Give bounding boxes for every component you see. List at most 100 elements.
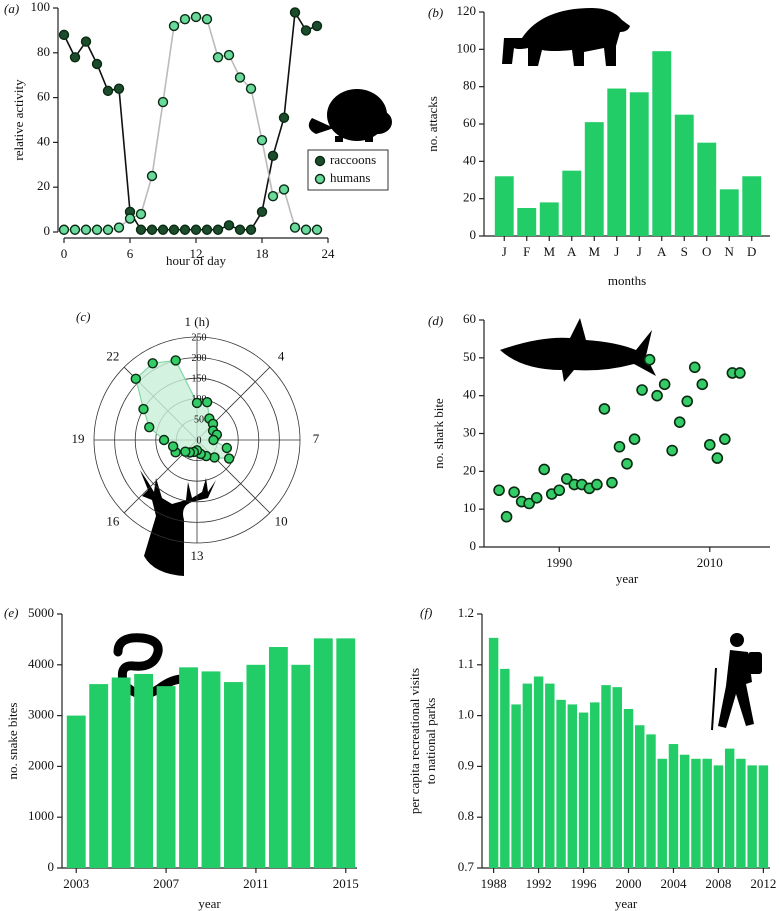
point: [212, 52, 224, 63]
bar: [533, 676, 544, 868]
bar: [612, 687, 622, 868]
x-tick-label: 2011: [243, 876, 269, 891]
bar: [646, 734, 656, 868]
radial-tick-label: 250: [192, 332, 207, 343]
x-tick-label: 1996: [571, 876, 598, 891]
bar: [652, 51, 672, 237]
point: [256, 206, 268, 218]
bar: [494, 176, 514, 236]
point: [69, 52, 81, 63]
point: [157, 224, 169, 235]
point: [191, 397, 203, 409]
x-tick-label: 0: [61, 246, 68, 261]
angle-label: 1 (h): [185, 314, 210, 329]
bar: [691, 758, 701, 868]
x-axis-label: year: [616, 571, 639, 586]
point: [267, 190, 279, 202]
y-tick-label: 30: [463, 424, 476, 439]
y-axis-label: per capita recreational visits: [407, 668, 422, 814]
point: [628, 433, 641, 445]
y-tick-label: 20: [37, 178, 50, 193]
y-tick-label: 60: [463, 115, 476, 130]
bar: [713, 765, 724, 868]
y-tick-label: 20: [463, 462, 476, 477]
point: [179, 224, 191, 235]
bar: [584, 122, 604, 236]
point: [300, 25, 312, 36]
point: [245, 83, 257, 94]
point: [666, 444, 678, 457]
shark-icon: [500, 318, 656, 382]
point: [560, 473, 573, 485]
point: [138, 403, 149, 415]
x-tick-label: J: [502, 244, 507, 259]
x-tick-label: 12: [190, 246, 203, 261]
legend-label: humans: [330, 170, 370, 185]
x-tick-label: 1992: [526, 876, 552, 891]
x-tick-label: D: [747, 244, 756, 259]
radial-tick-label: 50: [194, 415, 204, 426]
y-tick-label: 0: [48, 859, 55, 874]
bar: [179, 667, 198, 868]
bar: [201, 671, 221, 868]
angle-label: 13: [191, 548, 204, 563]
panel-label: (a): [4, 1, 19, 16]
point: [289, 222, 301, 233]
x-axis-label: year: [198, 896, 221, 911]
y-tick-label: 60: [37, 89, 50, 104]
bar: [742, 176, 762, 236]
point: [146, 170, 158, 182]
point: [591, 478, 603, 491]
y-tick-label: 4000: [28, 656, 54, 671]
bar: [89, 684, 109, 868]
y-tick-label: 0: [470, 538, 477, 553]
y-tick-label: 20: [463, 190, 476, 205]
x-axis-label: year: [615, 896, 638, 911]
bar: [522, 683, 533, 868]
point: [703, 439, 716, 451]
point: [124, 213, 136, 224]
legend-marker: [314, 173, 326, 185]
point: [621, 457, 633, 470]
point: [658, 378, 671, 391]
x-tick-label: 24: [322, 246, 336, 261]
bar: [747, 765, 757, 868]
point: [734, 367, 746, 379]
bar: [679, 754, 690, 868]
point: [538, 463, 551, 476]
bar: [668, 744, 679, 868]
x-tick-label: 2012: [750, 876, 776, 891]
y-axis-label: no. attacks: [425, 96, 440, 152]
y-tick-label: 50: [463, 349, 476, 364]
y-tick-label: 0.8: [458, 808, 474, 823]
angle-label: 10: [275, 514, 288, 529]
panel-label: (f): [420, 605, 432, 620]
x-tick-label: S: [681, 244, 688, 259]
y-tick-label: 1000: [28, 808, 54, 823]
y-tick-label: 40: [463, 152, 476, 167]
point: [201, 224, 213, 235]
x-tick-label: 1990: [546, 555, 572, 570]
x-tick-label: M: [588, 244, 600, 259]
point: [223, 453, 235, 464]
point: [130, 373, 142, 385]
bar: [291, 664, 311, 868]
bar: [156, 686, 176, 868]
angle-label: 16: [106, 514, 120, 529]
bar: [134, 673, 154, 868]
angle-label: 7: [313, 431, 320, 446]
y-tick-label: 1.2: [458, 605, 474, 620]
angle-label: 4: [278, 348, 285, 363]
point: [102, 224, 114, 235]
x-tick-label: J: [637, 244, 642, 259]
point: [209, 452, 220, 463]
y-axis-label: no. shark bite: [431, 398, 446, 469]
bar: [567, 704, 578, 868]
point: [158, 434, 170, 446]
radial-tick-label: 150: [192, 373, 207, 384]
bar: [246, 664, 266, 868]
point: [613, 440, 626, 453]
point: [147, 358, 158, 369]
point: [688, 361, 701, 374]
bar: [268, 647, 288, 868]
